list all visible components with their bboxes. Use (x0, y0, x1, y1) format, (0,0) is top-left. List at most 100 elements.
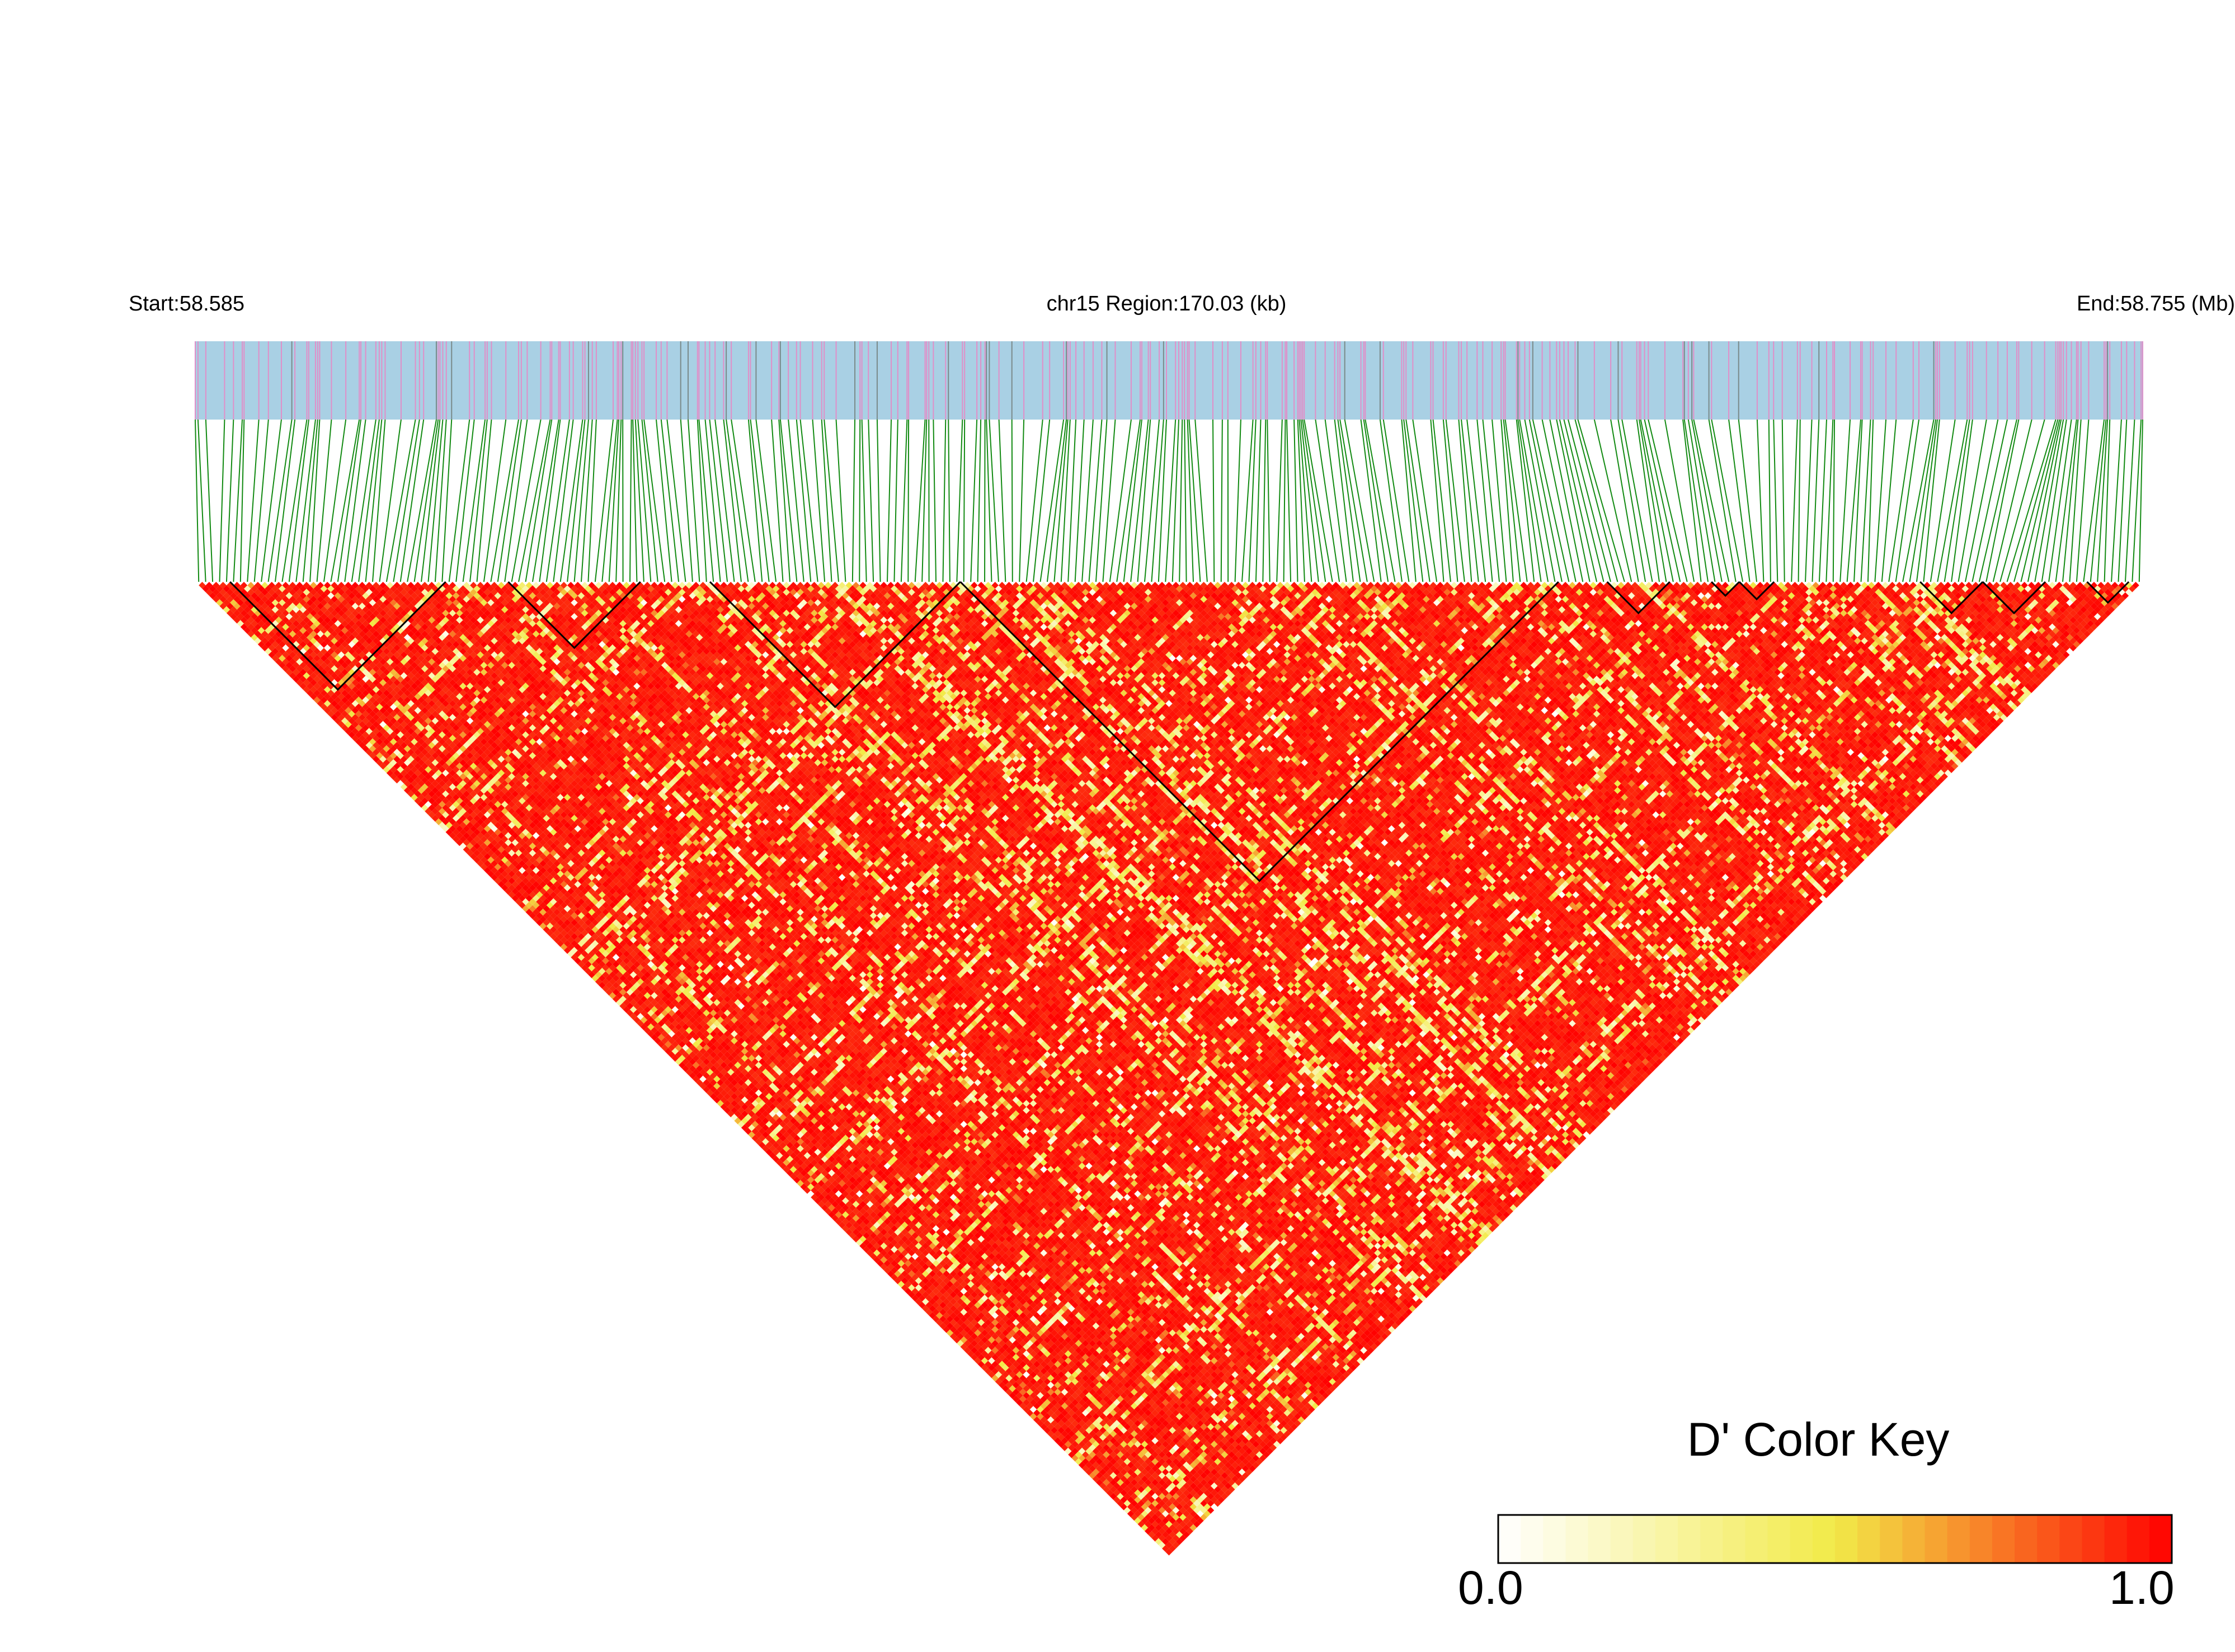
marker-connector (1819, 420, 1827, 582)
marker-connector (943, 420, 945, 582)
marker-connector (1041, 420, 1064, 582)
marker-connector (1361, 420, 1381, 582)
marker-connector (1492, 420, 1506, 582)
marker-connector (901, 420, 907, 582)
marker-connector (1648, 420, 1687, 582)
marker-connector (1757, 420, 1764, 582)
marker-connector (1179, 420, 1182, 582)
marker-connector (1889, 420, 1913, 582)
marker-connector (1284, 420, 1286, 582)
marker-connector (908, 420, 909, 582)
marker-connector (1173, 420, 1179, 582)
marker-connector (957, 420, 962, 582)
marker-connector (2049, 420, 2071, 582)
marker-connector (1594, 420, 1631, 582)
marker-connector (1833, 420, 1834, 582)
marker-connector (1287, 420, 1291, 582)
marker-connector (2091, 420, 2106, 582)
marker-connector (1256, 420, 1261, 582)
marker-connector (1277, 420, 1282, 582)
marker-connector (1773, 420, 1777, 582)
marker-connector (1791, 420, 1798, 582)
marker-connector (2014, 420, 2058, 582)
marker-connector (317, 420, 332, 582)
marker-connector (195, 420, 199, 582)
marker-connector (699, 420, 713, 582)
marker-connector (859, 420, 860, 582)
marker-connector (1979, 420, 2017, 582)
marker-connector (2028, 420, 2061, 582)
marker-connector (310, 420, 319, 582)
marker-connector (1782, 420, 1785, 582)
marker-connector (1242, 420, 1253, 582)
marker-connector (948, 420, 950, 582)
marker-connector (1033, 420, 1050, 582)
marker-connector (1799, 420, 1800, 582)
marker-connector (999, 420, 1006, 582)
marker-connector (1235, 420, 1241, 582)
marker-connector (726, 420, 748, 582)
marker-connector (894, 420, 897, 582)
marker-connector (922, 420, 926, 582)
marker-connector-group (195, 420, 2143, 582)
marker-connector (415, 420, 439, 582)
marker-connector (1711, 420, 1743, 582)
marker-connector (227, 420, 233, 582)
marker-connector (1542, 420, 1576, 582)
marker-connector (1568, 420, 1611, 582)
marker-connector (1641, 420, 1673, 582)
marker-connector (338, 420, 361, 582)
marker-connector (282, 420, 307, 582)
marker-connector (1739, 420, 1757, 582)
marker-connector (442, 420, 451, 582)
marker-connector (853, 420, 855, 582)
marker-connector (1249, 420, 1255, 582)
marker-connector (1575, 420, 1617, 582)
marker-connector (1611, 420, 1639, 582)
marker-connector (1384, 420, 1409, 582)
marker-connector (2105, 420, 2110, 582)
marker-connector (1812, 420, 1819, 582)
marker-connector (526, 420, 552, 582)
marker-connector (1221, 420, 1222, 582)
marker-connector (1406, 420, 1429, 582)
marker-connector (198, 420, 206, 582)
marker-connector (1665, 420, 1694, 582)
marker-connector (1027, 420, 1043, 582)
marker-connector (1364, 420, 1388, 582)
marker-connector (1805, 420, 1812, 582)
marker-connector (588, 420, 596, 582)
marker-connector (868, 420, 873, 582)
marker-connector (1993, 420, 2032, 582)
marker-connector (1564, 420, 1603, 582)
marker-connector (1517, 420, 1534, 582)
marker-connector (887, 420, 891, 582)
marker-connector (1826, 420, 1833, 582)
marker-connector (255, 420, 269, 582)
marker-connector (1165, 420, 1175, 582)
marker-connector (836, 420, 846, 582)
marker-connector (877, 420, 881, 582)
marker-connector (915, 420, 925, 582)
marker-connector (1294, 420, 1297, 582)
marker-connector (731, 420, 755, 582)
marker-connector (933, 420, 936, 582)
marker-connector (644, 420, 665, 582)
marker-connector (1012, 420, 1013, 582)
marker-connector (1075, 420, 1084, 582)
marker-connector (978, 420, 981, 582)
marker-connector (359, 420, 379, 582)
marker-connector (788, 420, 804, 582)
ld-cell-group (199, 582, 2139, 1556)
marker-connector (723, 420, 741, 582)
marker-connector (1184, 420, 1186, 582)
marker-connector (630, 420, 632, 582)
marker-connector (1263, 420, 1265, 582)
marker-connector (1965, 420, 1998, 582)
marker-connector (1159, 420, 1166, 582)
marker-connector (206, 420, 213, 582)
marker-connector (2000, 420, 2044, 582)
marker-connector (688, 420, 699, 582)
marker-connector (1213, 420, 1214, 582)
